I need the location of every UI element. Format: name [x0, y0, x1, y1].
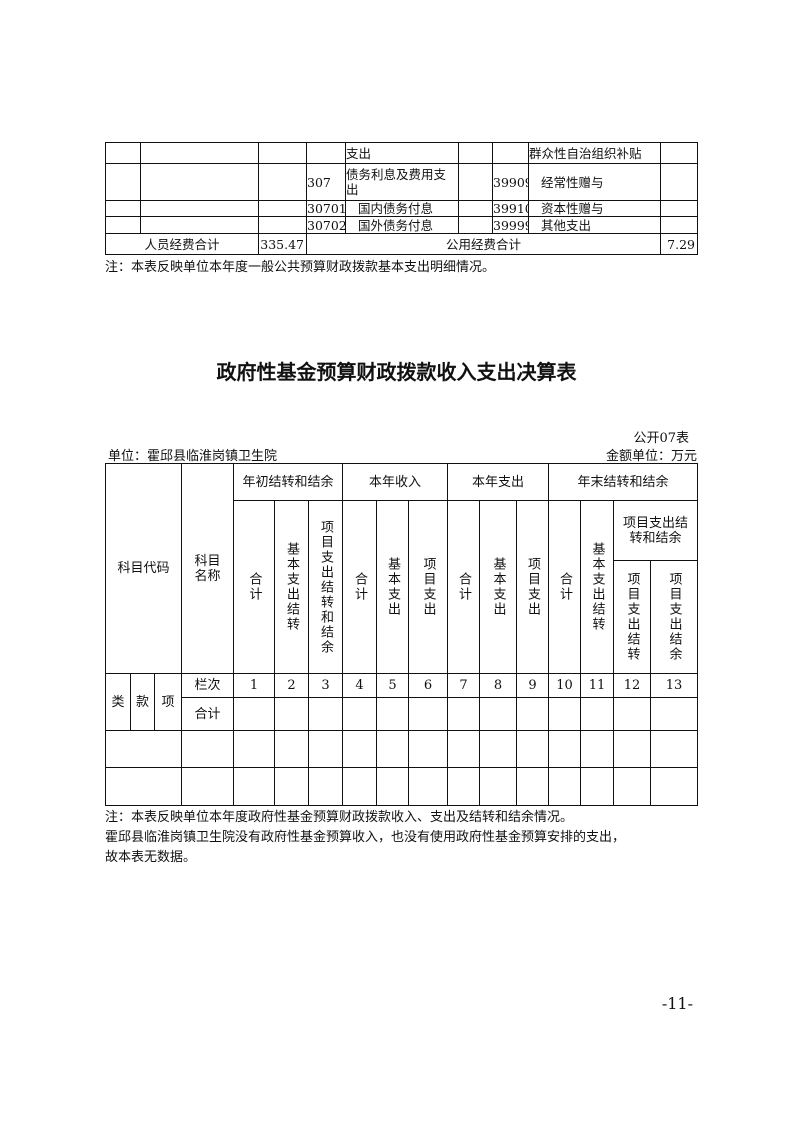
- table-row: [105, 767, 699, 806]
- header-basic-carry: 基本支出结转: [589, 542, 605, 632]
- header-total: 合计: [456, 572, 471, 602]
- name-cell: 债务利息及费用支出: [345, 163, 459, 201]
- header-project-carry-balance: 项目支出结转和结余: [318, 519, 333, 655]
- header-basic-expenditure: 基本支出: [490, 557, 506, 617]
- name-cell: 其他支出: [528, 216, 661, 234]
- total-row: 人员经费合计 335.47 公用经费合计 7.29: [105, 233, 698, 255]
- gov-fund-budget-table: 科目代码 科目名称 年初结转和结余 本年收入 本年支出 年末结转和结余 合计 基…: [105, 463, 699, 806]
- column-number: 11: [580, 673, 614, 698]
- header-project-carry-balance-group: 项目支出结转和结余: [612, 500, 699, 561]
- note-no-data-cont: 故本表无数据。: [105, 850, 197, 865]
- header-project-carry: 项目支出结转: [624, 572, 640, 662]
- column-number: 1: [233, 673, 275, 698]
- note-basic-expenditure: 注：本表反映单位本年度一般公共预算财政拨款基本支出明细情况。: [105, 260, 496, 275]
- column-number: 2: [274, 673, 309, 698]
- header-project-balance: 项目支出结余: [666, 572, 682, 662]
- amount-unit-label: 金额单位：万元: [605, 449, 697, 464]
- name-cell: 群众性自治组织补贴: [528, 142, 661, 164]
- header-income: 本年收入: [342, 463, 448, 501]
- header-subject-name: 科目名称: [181, 463, 234, 674]
- name-cell: 支出: [345, 142, 459, 164]
- unit-label: 单位：霍邱县临淮岗镇卫生院: [108, 449, 278, 464]
- header-total: 合计: [352, 572, 367, 602]
- form-number: 公开07表: [633, 431, 689, 446]
- header-subject-code: 科目代码: [105, 463, 182, 674]
- header-project-expenditure: 项目支出: [525, 557, 540, 617]
- page-title: 政府性基金预算财政拨款收入支出决算表: [216, 360, 577, 384]
- public-total-value: 7.29: [660, 233, 698, 255]
- code-cell: 307: [306, 163, 346, 201]
- header-expenditure: 本年支出: [447, 463, 549, 501]
- header-section: 款: [130, 673, 155, 731]
- name-cell: 国内债务付息: [345, 200, 459, 217]
- code-cell: 39909: [492, 163, 529, 201]
- header-total: 合计: [246, 572, 262, 602]
- header-project-expenditure: 项目支出: [420, 557, 436, 617]
- public-total-label: 公用经费合计: [306, 233, 661, 255]
- name-cell: 国外债务付息: [345, 216, 459, 234]
- code-cell: 39999: [492, 216, 529, 234]
- personnel-total-value: 335.47: [258, 233, 307, 255]
- code-cell: [306, 142, 346, 164]
- column-number: 4: [342, 673, 377, 698]
- header-basic-carry: 基本支出结转: [284, 542, 299, 632]
- header-row: 科目代码 科目名称 年初结转和结余 本年收入 本年支出 年末结转和结余: [105, 463, 699, 674]
- column-number: 12: [613, 673, 651, 698]
- code-cell: 30702: [306, 216, 346, 234]
- note-gov-fund: 注：本表反映单位本年度政府性基金预算财政拨款收入、支出及结转和结余情况。: [105, 810, 574, 825]
- table-row: [105, 730, 699, 768]
- column-number: 8: [479, 673, 517, 698]
- table-row: 支出 群众性自治组织补贴: [105, 142, 698, 164]
- column-number: 6: [408, 673, 448, 698]
- header-basic-expenditure: 基本支出: [385, 557, 400, 617]
- column-number: 3: [308, 673, 343, 698]
- column-number: 5: [376, 673, 409, 698]
- code-cell: [492, 142, 529, 164]
- code-cell: 30701: [306, 200, 346, 217]
- code-cell: 39910: [492, 200, 529, 217]
- column-number: 9: [516, 673, 549, 698]
- header-opening-balance: 年初结转和结余: [233, 463, 343, 501]
- header-item: 项: [154, 673, 182, 731]
- name-cell: 资本性赠与: [528, 200, 661, 217]
- column-number: 10: [548, 673, 581, 698]
- header-closing-balance: 年末结转和结余: [547, 463, 699, 501]
- column-number: 13: [649, 673, 699, 698]
- column-number-row: 类 款 项 栏次 1 2 3 4 5 6 7 8 9 10 11 12 13: [105, 673, 699, 731]
- name-cell: 经常性赠与: [528, 163, 661, 201]
- header-total: 合计: [557, 572, 572, 602]
- personnel-total-label: 人员经费合计: [105, 233, 259, 255]
- header-row: 合计 基本支出结转 项目支出结转和结余 合计 基本支出 项目支出 合计 基本支出…: [106, 500, 699, 674]
- note-no-data: 霍邱县临淮岗镇卫生院没有政府性基金预算收入，也没有使用政府性基金预算安排的支出，: [105, 830, 626, 845]
- header-category: 类: [105, 673, 131, 731]
- total-row: 合计: [106, 697, 699, 731]
- total-label: 合计: [181, 697, 234, 731]
- column-number: 7: [447, 673, 480, 698]
- column-number-label: 栏次: [181, 673, 234, 698]
- page-number: -11-: [661, 994, 693, 1013]
